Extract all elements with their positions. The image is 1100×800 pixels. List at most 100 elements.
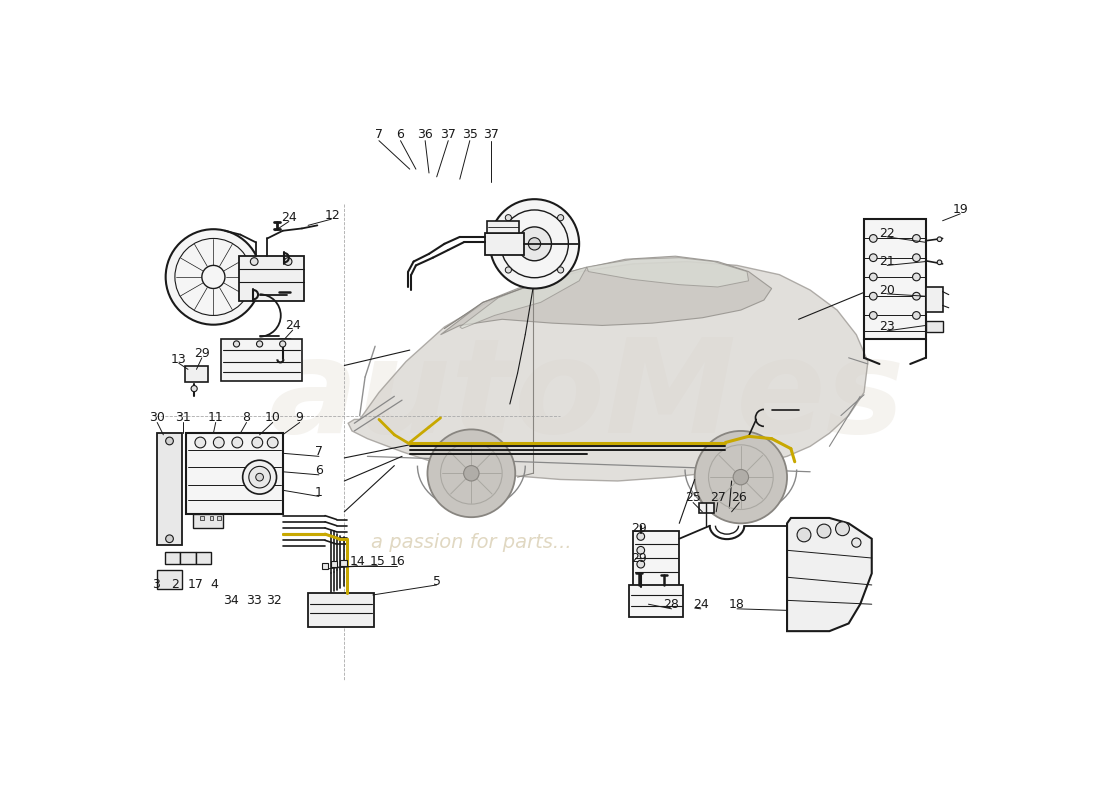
Bar: [865, 219, 926, 338]
Circle shape: [637, 560, 645, 568]
Text: 6: 6: [315, 465, 322, 478]
Text: 27: 27: [710, 491, 726, 505]
Circle shape: [243, 460, 276, 494]
Circle shape: [284, 258, 292, 266]
Bar: [341, 559, 346, 566]
Bar: [218, 516, 221, 519]
Circle shape: [233, 341, 240, 347]
Circle shape: [733, 470, 749, 485]
Circle shape: [267, 437, 278, 448]
Text: 19: 19: [953, 203, 968, 217]
Text: 29: 29: [194, 347, 210, 361]
Circle shape: [166, 437, 174, 445]
Circle shape: [505, 267, 512, 273]
Bar: [186, 434, 283, 514]
Circle shape: [869, 254, 877, 262]
Text: a passion for parts...: a passion for parts...: [371, 533, 572, 552]
Text: 13: 13: [170, 353, 187, 366]
Circle shape: [695, 431, 788, 523]
Circle shape: [249, 466, 271, 488]
Text: 34: 34: [223, 594, 239, 607]
Circle shape: [637, 546, 645, 554]
Bar: [192, 514, 223, 528]
Text: 29: 29: [631, 551, 647, 565]
Circle shape: [913, 292, 921, 300]
Circle shape: [528, 238, 541, 250]
Circle shape: [252, 437, 263, 448]
Bar: [629, 585, 683, 618]
Circle shape: [517, 227, 551, 261]
Text: 36: 36: [417, 128, 433, 141]
Text: 33: 33: [246, 594, 262, 607]
Text: 6: 6: [397, 128, 405, 141]
Circle shape: [869, 234, 877, 242]
Circle shape: [913, 273, 921, 281]
Text: 23: 23: [879, 321, 895, 334]
Circle shape: [505, 214, 512, 221]
Bar: [157, 570, 182, 589]
Circle shape: [913, 234, 921, 242]
Text: 37: 37: [440, 128, 456, 141]
Bar: [634, 531, 680, 589]
Bar: [698, 502, 714, 514]
Text: 24: 24: [693, 598, 708, 610]
Text: 31: 31: [175, 411, 190, 424]
Circle shape: [558, 267, 563, 273]
Text: 9: 9: [296, 411, 304, 424]
Text: 24: 24: [285, 319, 300, 332]
Polygon shape: [348, 262, 868, 481]
Text: 22: 22: [879, 226, 895, 239]
Bar: [196, 552, 211, 564]
Text: 18: 18: [729, 598, 745, 610]
Bar: [185, 366, 208, 382]
Text: 25: 25: [685, 491, 701, 505]
Text: 7: 7: [375, 128, 383, 141]
Text: 5: 5: [432, 574, 441, 587]
Bar: [221, 338, 301, 381]
Polygon shape: [587, 258, 749, 287]
Text: 15: 15: [370, 555, 385, 568]
Bar: [180, 552, 196, 564]
Text: 21: 21: [879, 255, 895, 268]
Text: 32: 32: [265, 594, 282, 607]
Text: 20: 20: [879, 283, 895, 297]
Bar: [209, 516, 213, 519]
Text: 4: 4: [210, 578, 218, 591]
Bar: [926, 321, 943, 332]
Circle shape: [851, 538, 861, 547]
Circle shape: [428, 430, 515, 517]
Bar: [157, 434, 182, 545]
Circle shape: [937, 237, 942, 242]
Text: 14: 14: [350, 555, 365, 568]
Circle shape: [166, 535, 174, 542]
Bar: [239, 256, 305, 301]
Circle shape: [195, 437, 206, 448]
Circle shape: [913, 312, 921, 319]
Text: 16: 16: [389, 555, 405, 568]
Text: 35: 35: [462, 128, 477, 141]
Circle shape: [255, 474, 264, 481]
Circle shape: [817, 524, 830, 538]
Text: 17: 17: [188, 578, 204, 591]
Text: 1: 1: [315, 486, 322, 499]
Circle shape: [637, 533, 645, 540]
Circle shape: [836, 522, 849, 536]
Text: 26: 26: [732, 491, 747, 505]
Text: 2: 2: [170, 578, 179, 591]
Text: 12: 12: [324, 209, 341, 222]
Text: autoMes: autoMes: [268, 333, 905, 460]
Bar: [308, 593, 374, 627]
Circle shape: [913, 254, 921, 262]
Text: 3: 3: [152, 578, 160, 591]
Circle shape: [251, 258, 258, 266]
Circle shape: [213, 437, 224, 448]
Text: 8: 8: [242, 411, 251, 424]
Text: 24: 24: [280, 211, 297, 224]
Text: 11: 11: [208, 411, 223, 424]
Circle shape: [279, 341, 286, 347]
Bar: [165, 552, 180, 564]
Bar: [200, 516, 205, 519]
Polygon shape: [788, 518, 871, 631]
Circle shape: [869, 312, 877, 319]
Circle shape: [937, 260, 942, 265]
